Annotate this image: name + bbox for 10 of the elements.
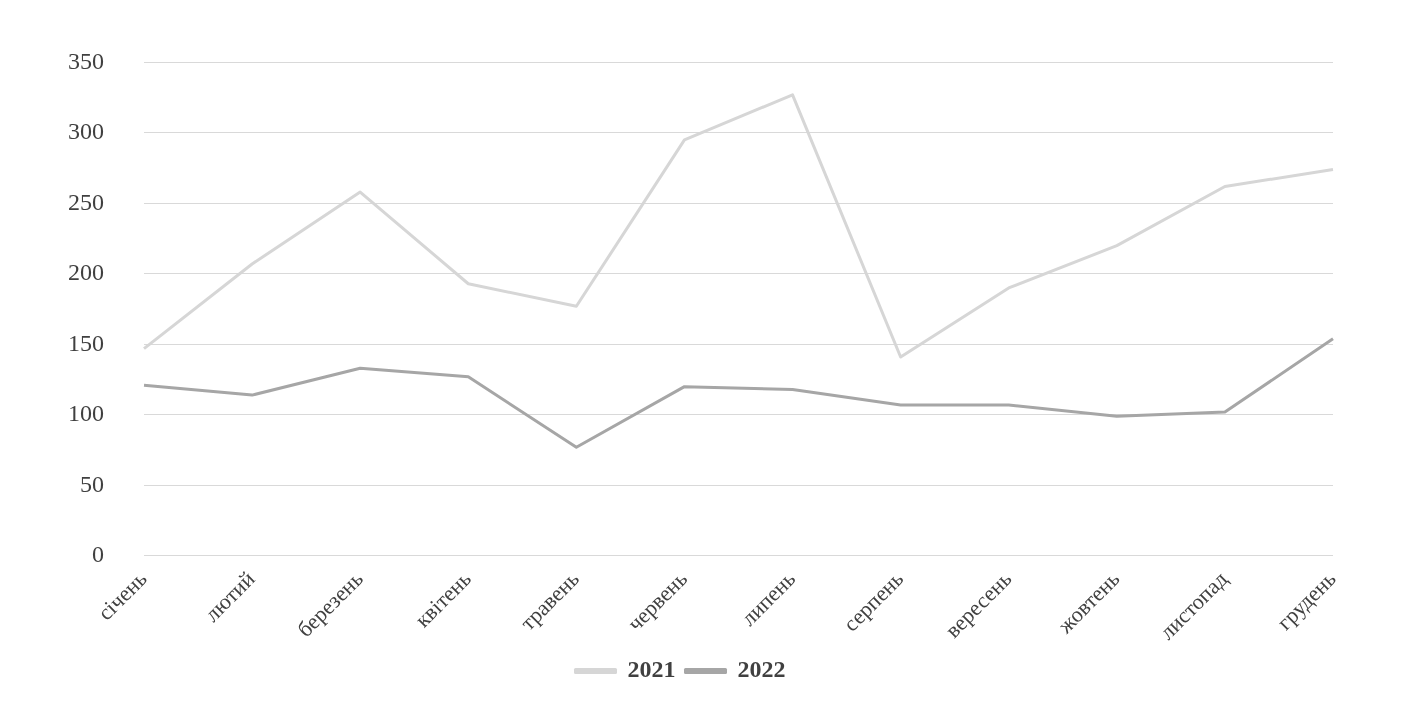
y-tick-label: 100	[68, 400, 104, 427]
y-tick-label: 150	[68, 329, 104, 356]
y-tick-label: 350	[68, 47, 104, 74]
y-tick-label: 0	[92, 541, 104, 568]
legend-label: 2021	[627, 656, 676, 683]
y-tick-label: 250	[68, 188, 104, 215]
legend-label: 2022	[737, 656, 786, 683]
y-tick-label: 300	[68, 118, 104, 145]
y-tick-label: 50	[80, 470, 104, 497]
y-tick-label: 200	[68, 259, 104, 286]
